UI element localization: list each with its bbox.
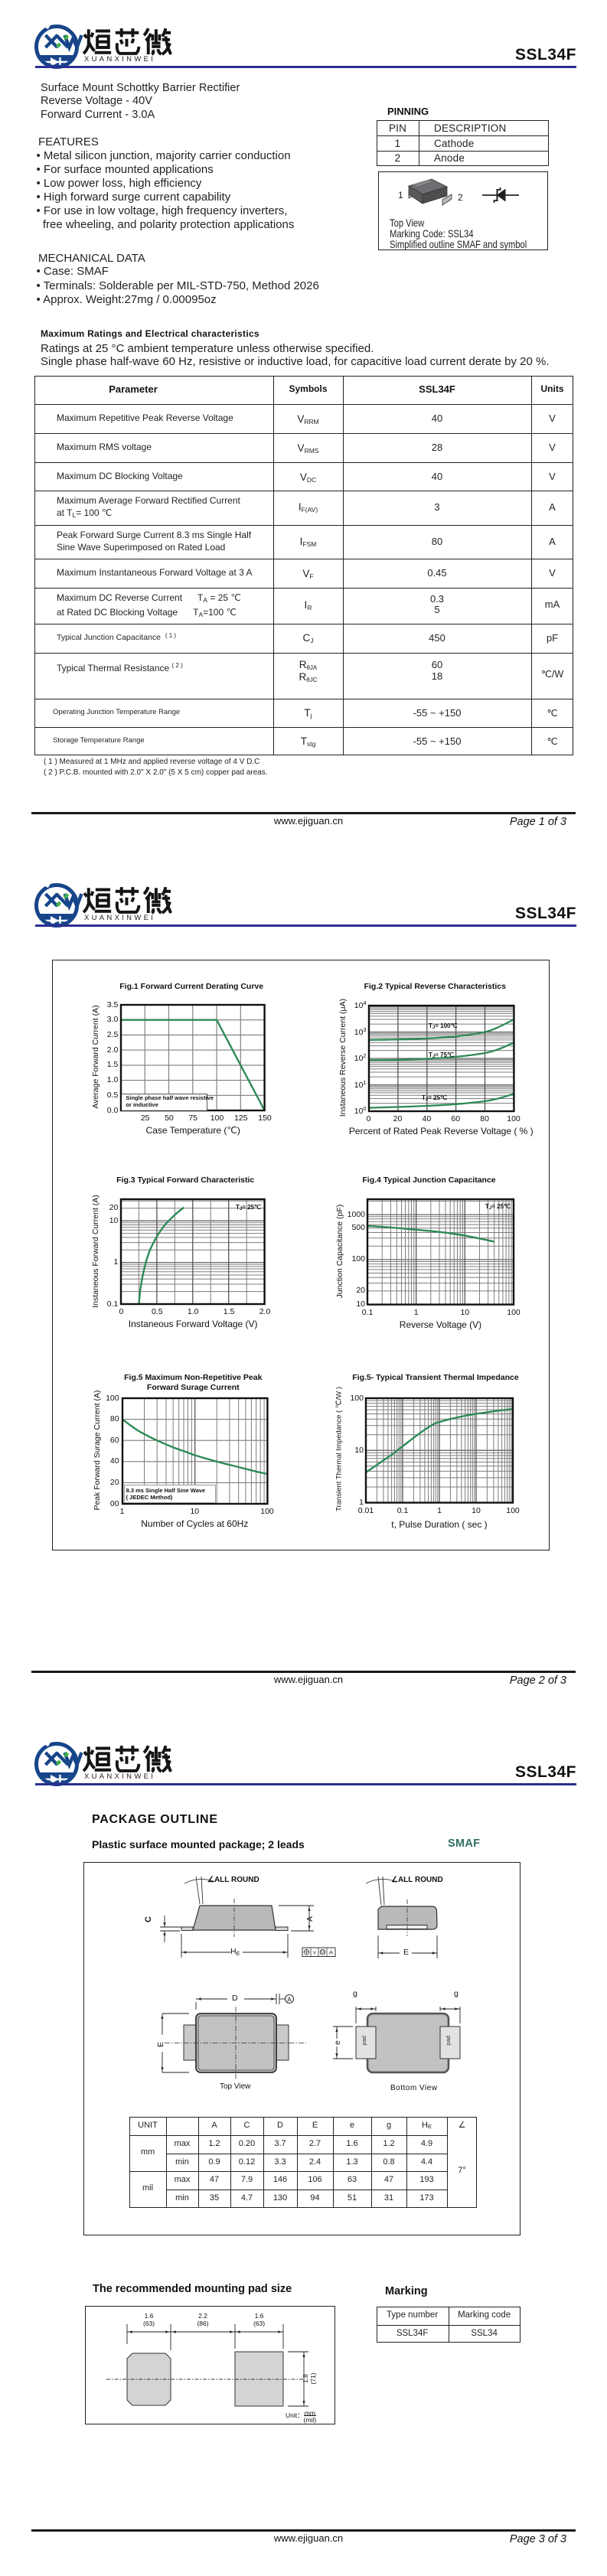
svg-text:M: M [321, 1951, 325, 1955]
svg-text:v: v [313, 1949, 316, 1956]
svg-text:A: A [287, 1996, 292, 2004]
svg-text:A: A [329, 1949, 333, 1956]
